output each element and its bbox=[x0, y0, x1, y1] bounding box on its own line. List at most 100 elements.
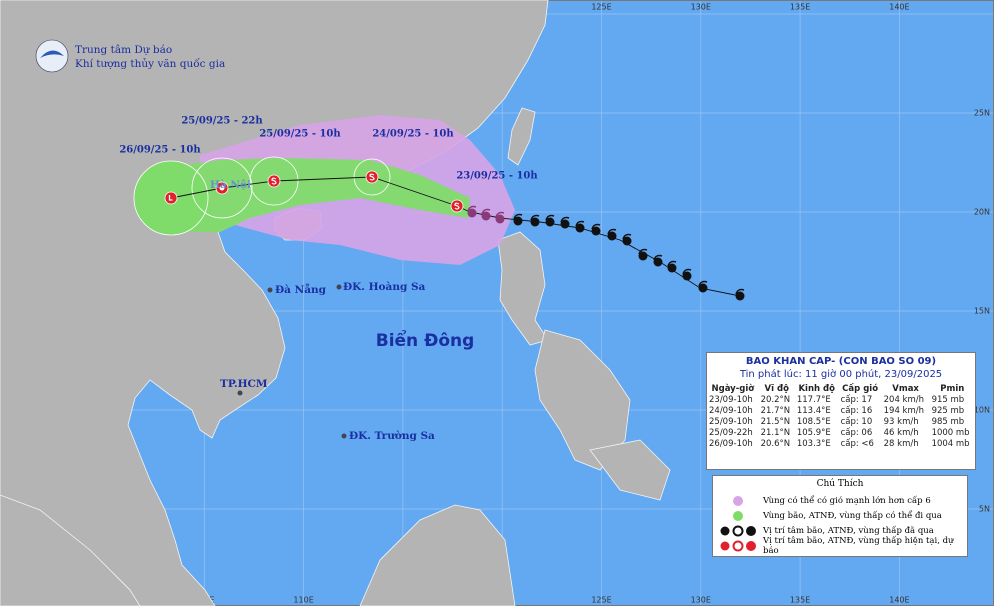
past-position-tail bbox=[667, 260, 677, 267]
column-header: Cấp gió bbox=[842, 383, 879, 394]
table-cell: 21.5°N bbox=[760, 416, 791, 427]
past-position bbox=[467, 208, 477, 218]
column-header: Vĩ độ bbox=[764, 383, 789, 394]
forecast-position-core bbox=[168, 195, 173, 201]
legend-symbol bbox=[720, 540, 756, 551]
table-row: 25/09-10h 21.5°N 108.5°E cấp: 10 93 km/h 985 … bbox=[707, 416, 975, 427]
forecast-table: Ngày-giờ Vĩ độ Kinh độ Cấp gió Vmax Pmin 23/09… bbox=[707, 383, 975, 449]
place-dot bbox=[237, 390, 243, 396]
header-title: Trung tâm Dự báo bbox=[75, 44, 172, 56]
legend-text: Vùng có thể có gió mạnh lớn hơn cấp 6 bbox=[763, 495, 931, 506]
legend-icon bbox=[713, 525, 763, 537]
forecast-position-core bbox=[454, 202, 460, 210]
wind-zone bbox=[133, 115, 515, 265]
past-position bbox=[530, 217, 540, 227]
track-label: 24/09/25 - 10h bbox=[372, 129, 454, 140]
table-cell: 1000 mb bbox=[931, 427, 970, 438]
lat-label: 10N bbox=[974, 406, 990, 415]
past-position-tail bbox=[560, 216, 570, 223]
table-row: 25/09-22h 21.1°N 105.9°E cấp: 06 46 km/h 1000… bbox=[707, 427, 975, 438]
table-cell: 1004 mb bbox=[931, 438, 970, 449]
past-position bbox=[638, 251, 648, 261]
table-cell: 23/09-10h bbox=[709, 394, 753, 405]
table-cell: 925 mb bbox=[931, 405, 965, 416]
legend-icon bbox=[713, 540, 763, 552]
past-position-tail bbox=[638, 248, 648, 255]
past-position-tail bbox=[607, 228, 617, 235]
past-position bbox=[513, 216, 523, 226]
legend-text: Vị trí tâm bão, ATNĐ, vùng thấp đã qua bbox=[763, 525, 934, 536]
track-label: 23/09/25 - 10h bbox=[456, 171, 538, 182]
legend-item: Vùng bão, ATNĐ, vùng thấp có thể đi qua bbox=[713, 508, 967, 523]
table-cell: cấp: 17 bbox=[840, 394, 873, 405]
place-label: ĐK. Trường Sa bbox=[349, 430, 435, 442]
track-label: 25/09/25 - 22h bbox=[181, 116, 263, 127]
table-cell: 21.1°N bbox=[760, 427, 791, 438]
past-position bbox=[667, 263, 677, 273]
place-label: Đà Nẵng bbox=[275, 283, 327, 296]
table-cell: 26/09-10h bbox=[709, 438, 753, 449]
place-dot bbox=[267, 287, 273, 293]
table-cell: 46 km/h bbox=[883, 427, 919, 438]
past-position bbox=[575, 223, 585, 233]
bulletin-panel: BAO KHAN CAP- (CON BAO SO 09) Tin phát l… bbox=[706, 352, 976, 470]
lon-label: 125E bbox=[591, 3, 611, 12]
lon-label: 130E bbox=[691, 596, 711, 605]
table-row: 26/09-10h 20.6°N 103.3°E cấp: <6 28 km/h 1004… bbox=[707, 438, 975, 449]
legend-symbol bbox=[733, 495, 743, 506]
table-cell: 915 mb bbox=[931, 394, 965, 405]
table-cell: 105.9°E bbox=[796, 427, 831, 438]
past-position bbox=[481, 211, 491, 221]
forecast-position-core bbox=[271, 177, 277, 185]
column-header: Ngày-giờ bbox=[711, 383, 755, 394]
lat-label: 20N bbox=[974, 208, 990, 217]
table-cell: cấp: <6 bbox=[840, 438, 874, 449]
table-cell: 25/09-10h bbox=[709, 416, 753, 427]
table-cell: cấp: 16 bbox=[840, 405, 873, 416]
place-dot bbox=[341, 433, 347, 439]
legend-item: Vùng có thể có gió mạnh lớn hơn cấp 6 bbox=[713, 493, 967, 508]
forecast-position-core bbox=[219, 185, 225, 191]
legend-text: Vùng bão, ATNĐ, vùng thấp có thể đi qua bbox=[763, 510, 942, 521]
lat-label: 25N bbox=[974, 109, 990, 118]
forecast-circle bbox=[353, 158, 391, 196]
past-position bbox=[607, 231, 617, 241]
past-position bbox=[682, 271, 692, 281]
place-label: ĐK. Hoàng Sa bbox=[343, 281, 426, 293]
legend-icon bbox=[713, 495, 763, 507]
lon-label: 130E bbox=[691, 3, 711, 12]
column-header: Pmin bbox=[940, 383, 965, 394]
table-cell: 985 mb bbox=[931, 416, 965, 427]
legend-title: Chú Thích bbox=[816, 479, 864, 489]
past-position-tail bbox=[653, 254, 663, 261]
past-position-tail bbox=[682, 268, 692, 275]
column-header: Kinh độ bbox=[798, 383, 835, 394]
column-header: Vmax bbox=[892, 383, 919, 394]
forecast-position-core bbox=[369, 173, 375, 181]
table-cell: 21.7°N bbox=[760, 405, 791, 416]
lon-label: 110E bbox=[293, 596, 313, 605]
lon-label: 140E bbox=[889, 596, 909, 605]
past-position-tail bbox=[481, 208, 491, 215]
logo bbox=[35, 39, 69, 73]
past-position bbox=[545, 217, 555, 227]
past-position-tail bbox=[622, 233, 632, 240]
past-position bbox=[495, 214, 505, 224]
table-row: 23/09-10h 20.2°N 117.7°E cấp: 17 204 km/h 915… bbox=[707, 394, 975, 405]
legend-item: Vị trí tâm bão, ATNĐ, vùng thấp đã qua bbox=[713, 523, 967, 538]
past-position-tail bbox=[530, 214, 540, 221]
legend: Chú Thích Vùng có thể có gió mạnh lớn hơ… bbox=[712, 475, 968, 557]
legend-symbol bbox=[720, 525, 756, 536]
table-cell: 204 km/h bbox=[883, 394, 925, 405]
past-position bbox=[591, 226, 601, 236]
place-dot bbox=[336, 284, 342, 290]
legend-symbol bbox=[733, 510, 743, 521]
place-label: Hà Nội bbox=[210, 178, 251, 191]
legend-text: Vị trí tâm bão, ATNĐ, vùng thấp hiện tại… bbox=[763, 535, 954, 556]
table-cell: 28 km/h bbox=[883, 438, 919, 449]
table-cell: 108.5°E bbox=[796, 416, 831, 427]
lon-label: 125E bbox=[591, 596, 611, 605]
storm-area bbox=[138, 158, 470, 232]
